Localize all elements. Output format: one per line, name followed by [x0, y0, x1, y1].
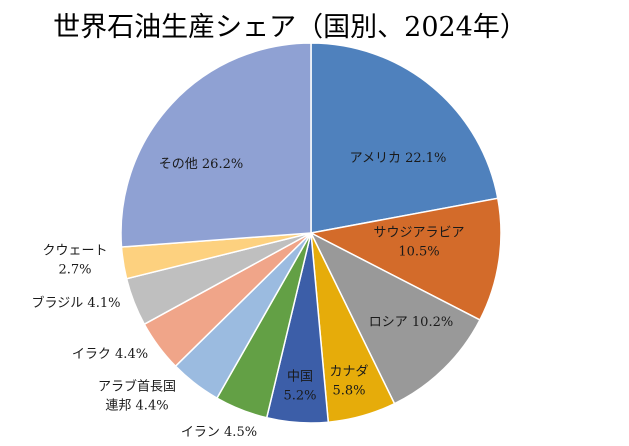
- pie-slices: [120, 42, 502, 424]
- slice-label: アメリカ 22.1%: [350, 151, 447, 166]
- slice-label: ロシア 10.2%: [369, 315, 453, 330]
- pie-slice: [309, 231, 481, 405]
- slice-label: ブラジル 4.1%: [32, 295, 121, 311]
- slice-label: イラン 4.5%: [181, 425, 257, 440]
- slice-labels: アメリカ 22.1% サウジアラビア 10.5% ロシア 10.2% カナダ 5.8% 中国…: [32, 151, 465, 440]
- pie-slice: [120, 42, 312, 248]
- pie-slice: [310, 42, 499, 234]
- slice-label: サウジアラビア 10.5%: [373, 226, 464, 260]
- slice-label: クウェート 2.7%: [42, 244, 107, 278]
- slice-label: カナダ 5.8%: [329, 365, 368, 399]
- slice-label: その他 26.2%: [159, 157, 243, 172]
- slice-label: アラブ首長国連邦 4.4%: [98, 379, 176, 414]
- pie-slice: [308, 197, 502, 321]
- chart-title: 世界石油生産シェア（国別、2024年）: [53, 12, 527, 43]
- slice-label: 中国 5.2%: [283, 370, 316, 404]
- slice-label: イラク 4.4%: [72, 347, 148, 362]
